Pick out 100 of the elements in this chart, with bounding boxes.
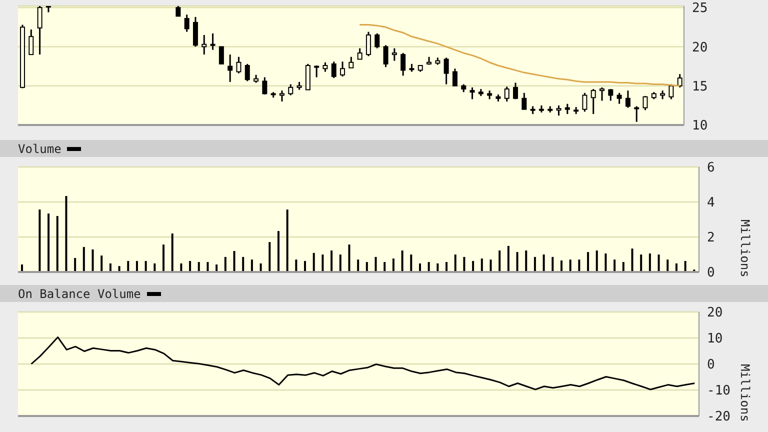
bar — [525, 250, 528, 272]
candlestick — [608, 88, 614, 102]
bar — [136, 260, 138, 272]
bar — [666, 260, 669, 272]
bar — [127, 260, 130, 272]
candlestick — [590, 88, 596, 115]
candlestick — [564, 103, 570, 115]
bar — [622, 262, 624, 272]
bar — [38, 210, 41, 272]
bar — [295, 260, 298, 272]
bar — [560, 260, 562, 272]
candlestick — [522, 92, 527, 110]
bar — [472, 260, 474, 272]
bar — [357, 260, 360, 272]
candlestick — [470, 86, 475, 100]
bar — [268, 242, 271, 272]
bar — [339, 254, 342, 272]
candlestick — [184, 14, 190, 33]
bar — [614, 260, 616, 272]
bar — [348, 244, 350, 272]
y-tick-label: 20 — [692, 40, 708, 56]
bar — [428, 262, 430, 272]
y-tick-label: 25 — [692, 1, 708, 16]
bar — [507, 246, 510, 272]
legend-label: Volume — [18, 142, 62, 156]
candlestick — [600, 86, 605, 102]
bar — [48, 214, 50, 272]
y-tick-label: 6 — [707, 160, 715, 176]
y-tick-label: 0 — [707, 358, 715, 373]
candlestick — [400, 52, 406, 76]
bar — [100, 256, 103, 272]
candlestick — [244, 63, 250, 82]
candlestick — [192, 16, 198, 48]
bar — [648, 253, 651, 272]
candlestick — [392, 48, 397, 62]
bar — [56, 216, 58, 272]
candlestick — [642, 95, 648, 111]
bar — [542, 254, 545, 272]
bar — [490, 260, 492, 272]
bar — [144, 260, 147, 272]
bar — [65, 196, 68, 272]
bar — [224, 256, 226, 272]
candlestick — [288, 84, 294, 96]
bar — [233, 251, 236, 272]
candlestick — [202, 34, 207, 56]
bar — [322, 254, 324, 272]
bar — [366, 262, 368, 272]
candlestick — [452, 68, 458, 87]
bar — [596, 250, 598, 272]
candlestick — [582, 92, 588, 112]
bar — [604, 253, 607, 272]
bar — [658, 254, 660, 272]
candlestick — [262, 76, 268, 96]
bar — [384, 262, 386, 272]
bar — [242, 256, 244, 272]
candlestick — [556, 104, 562, 116]
bar — [534, 256, 536, 272]
candlestick — [383, 44, 388, 68]
line-series — [30, 336, 696, 390]
y-axis-title: Millions — [738, 220, 752, 278]
bar — [304, 260, 306, 272]
candlestick — [374, 32, 380, 50]
bar — [189, 260, 192, 272]
bar — [162, 244, 165, 272]
bar — [463, 256, 466, 272]
bar — [198, 262, 200, 272]
bar — [312, 252, 315, 272]
bar — [410, 254, 412, 272]
candlestick — [331, 60, 336, 79]
bar — [454, 254, 456, 272]
y-tick-label: 15 — [692, 79, 708, 94]
bar — [480, 258, 483, 272]
legend-label: On Balance Volume — [18, 286, 141, 300]
candlestick — [314, 64, 320, 78]
bar — [631, 248, 634, 272]
y-tick-label: 20 — [707, 306, 723, 321]
bar — [498, 250, 501, 272]
candlestick — [616, 92, 622, 105]
candlestick — [444, 56, 449, 86]
bar — [569, 260, 572, 272]
bar — [640, 254, 642, 272]
bar — [206, 262, 209, 272]
candlestick — [218, 46, 224, 64]
y-axis-title: Millions — [738, 364, 752, 422]
bar — [516, 252, 518, 272]
candlestick — [228, 54, 233, 83]
bar — [74, 258, 76, 272]
candlestick — [28, 28, 34, 56]
bar — [684, 260, 686, 272]
candlestick — [348, 56, 354, 69]
candlestick — [504, 86, 510, 102]
candlestick — [236, 56, 242, 74]
y-tick-label: -10 — [707, 384, 730, 399]
y-tick-label: 2 — [707, 230, 715, 246]
bar — [587, 252, 590, 272]
bar — [82, 246, 85, 272]
candlestick — [625, 90, 630, 109]
candlestick — [366, 31, 371, 57]
bar — [277, 231, 280, 272]
bar — [330, 250, 333, 272]
